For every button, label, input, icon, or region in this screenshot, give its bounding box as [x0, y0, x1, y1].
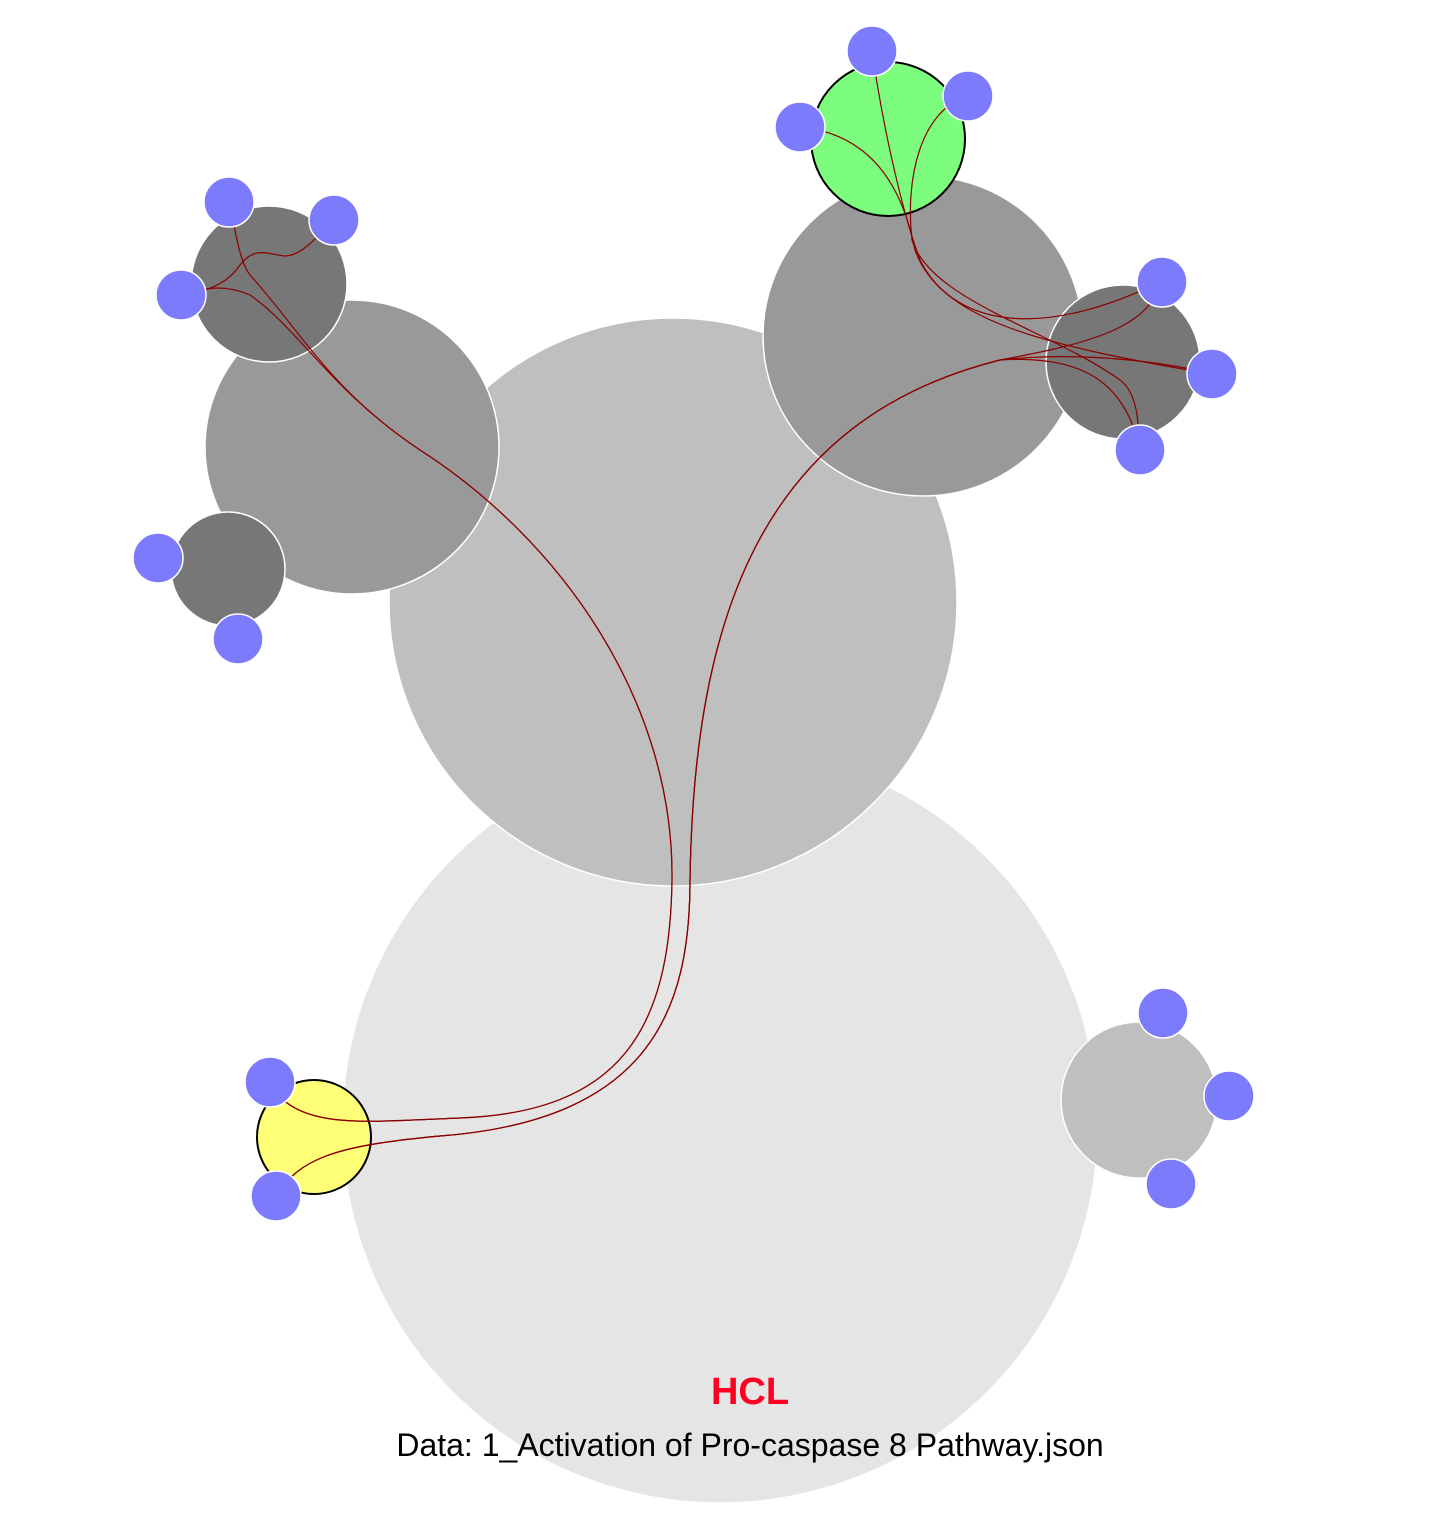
- edge: [909, 95, 1141, 451]
- leaf-node: [1136, 256, 1188, 308]
- leaf-node: [846, 25, 898, 77]
- edge-bundle: [179, 50, 1213, 1196]
- left-bottom-group: [170, 511, 286, 627]
- edge: [275, 358, 1141, 1196]
- leaf-node: [1203, 1070, 1255, 1122]
- upper-cluster: [388, 317, 958, 887]
- left-subcluster: [204, 299, 500, 595]
- leaf-nodes: [132, 25, 1255, 1222]
- leaf-node: [1186, 348, 1238, 400]
- leaf-node: [212, 613, 264, 665]
- leaf-node: [774, 101, 826, 153]
- edge: [871, 50, 1161, 320]
- right-group: [1045, 284, 1201, 440]
- edge: [799, 126, 1213, 375]
- source-group-highlight: [256, 1079, 372, 1195]
- leaf-node: [1137, 987, 1189, 1039]
- data-source-label: Data: 1_Activation of Pro-caspase 8 Path…: [396, 1427, 1104, 1463]
- leaf-node: [203, 176, 255, 228]
- leaf-node: [308, 194, 360, 246]
- leaf-node: [1145, 1158, 1197, 1210]
- leaf-node: [155, 269, 207, 321]
- leaf-node: [942, 70, 994, 122]
- leaf-node: [1114, 424, 1166, 476]
- right-small-cluster: [1060, 1021, 1218, 1179]
- edge: [179, 219, 334, 297]
- leaf-node: [132, 532, 184, 584]
- edge: [229, 204, 673, 1122]
- chart-title: HCL: [710, 1371, 790, 1413]
- leaf-node: [250, 1170, 302, 1222]
- leaf-node: [244, 1056, 296, 1108]
